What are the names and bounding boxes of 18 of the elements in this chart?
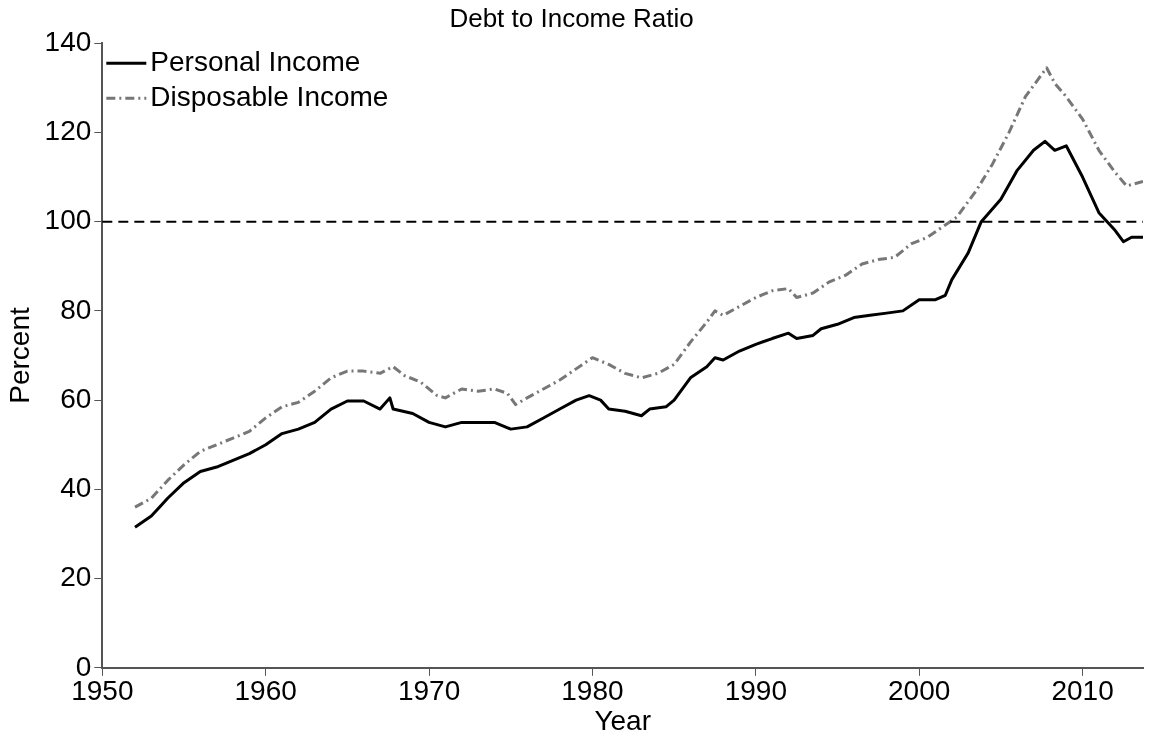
legend-label: Personal Income [150, 45, 361, 77]
x-tick-label: 1960 [234, 675, 297, 707]
y-tick-label: 80 [60, 293, 92, 325]
y-tick-label: 40 [60, 472, 92, 504]
x-axis-title: Year [594, 704, 651, 736]
x-tick-label: 1970 [397, 675, 461, 707]
y-tick-label: 120 [44, 115, 92, 147]
legend-label: Disposable Income [150, 80, 389, 112]
y-axis-title: Percent [3, 307, 35, 404]
x-tick-label: 2000 [888, 675, 951, 707]
y-tick-label: 60 [60, 382, 92, 414]
y-tick-label: 20 [60, 561, 92, 593]
x-tick-label: 2010 [1051, 675, 1114, 707]
y-tick-label: 140 [44, 25, 92, 57]
y-tick-label: 100 [44, 204, 92, 236]
x-tick-label: 1980 [561, 675, 624, 707]
chart-title: Debt to Income Ratio [449, 2, 694, 33]
x-tick-label: 1990 [724, 675, 787, 707]
